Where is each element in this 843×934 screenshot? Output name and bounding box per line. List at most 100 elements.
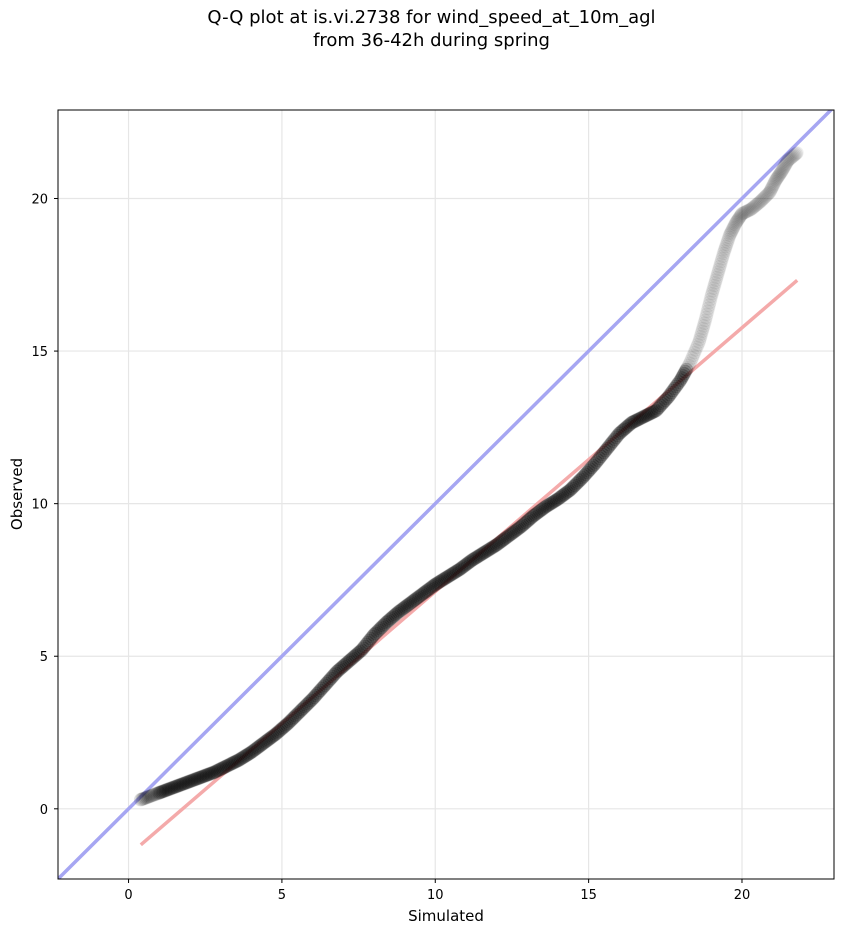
quantile-point xyxy=(532,504,547,519)
quantile-point xyxy=(733,210,747,224)
quantile-point xyxy=(373,621,388,636)
quantile-point xyxy=(653,398,668,413)
quantile-point xyxy=(156,784,171,799)
quantile-point xyxy=(610,428,625,443)
quantile-point xyxy=(277,719,292,734)
quantile-point xyxy=(437,571,452,586)
quantile-point xyxy=(179,775,194,790)
quantile-point xyxy=(241,747,256,762)
quantile-point xyxy=(745,201,759,215)
quantile-point xyxy=(684,354,698,368)
quantile-point xyxy=(573,472,588,487)
quantile-point xyxy=(569,476,584,491)
quantile-point xyxy=(555,488,570,503)
quantile-point xyxy=(546,494,561,509)
quantile-point xyxy=(580,465,595,480)
quantile-point xyxy=(741,204,755,218)
quantile-point xyxy=(765,181,779,195)
quantile-point xyxy=(529,506,544,521)
quantile-point xyxy=(713,260,727,274)
quantile-point xyxy=(207,765,222,780)
quantile-point xyxy=(264,730,279,745)
quantile-point xyxy=(708,276,722,290)
quantile-point xyxy=(386,608,401,623)
quantile-point xyxy=(771,170,785,184)
quantile-point xyxy=(258,735,273,750)
quantile-point xyxy=(517,516,532,531)
quantile-point xyxy=(727,219,741,233)
quantile-point xyxy=(314,681,329,696)
y-tick-label: 20 xyxy=(31,192,48,207)
quantile-point xyxy=(353,644,368,659)
quantile-point xyxy=(383,611,398,626)
quantile-point xyxy=(537,500,552,515)
quantile-point xyxy=(431,575,446,590)
quantile-point xyxy=(776,161,790,175)
quantile-point xyxy=(302,695,317,710)
quantile-point xyxy=(629,413,644,428)
quantile-point xyxy=(477,545,492,560)
quantile-point xyxy=(440,569,455,584)
quantile-point xyxy=(678,364,693,379)
x-tick-label: 20 xyxy=(734,888,751,903)
quantile-point xyxy=(511,521,526,536)
quantile-point xyxy=(787,149,801,163)
quantile-point xyxy=(722,230,736,244)
quantile-point xyxy=(619,419,634,434)
quantile-point xyxy=(316,679,331,694)
quantile-point xyxy=(175,777,190,792)
quantile-point xyxy=(495,533,510,548)
quantile-point xyxy=(270,725,285,740)
quantile-point xyxy=(190,771,205,786)
quantile-point xyxy=(294,702,309,717)
quantile-point xyxy=(718,242,732,256)
quantile-point xyxy=(256,736,271,751)
quantile-point xyxy=(485,540,500,555)
quantile-point xyxy=(624,415,639,430)
quantile-point xyxy=(331,663,346,678)
quantile-point xyxy=(714,257,728,271)
quantile-point xyxy=(472,548,487,563)
quantile-point xyxy=(679,362,694,377)
quantile-point xyxy=(287,710,302,725)
quantile-point xyxy=(307,690,322,705)
quantile-point xyxy=(192,770,207,785)
quantile-point xyxy=(764,182,778,196)
quantile-point xyxy=(319,676,334,691)
quantile-point xyxy=(702,298,716,312)
quantile-point xyxy=(285,711,300,726)
quantile-point xyxy=(346,649,361,664)
x-tick-label: 0 xyxy=(124,888,132,903)
quantile-point xyxy=(518,515,533,530)
quantile-point xyxy=(228,754,243,769)
quantile-point xyxy=(480,543,495,558)
quantile-point xyxy=(155,784,170,799)
plot-frame xyxy=(57,109,835,880)
quantile-point xyxy=(652,400,667,415)
quantile-point xyxy=(317,678,332,693)
quantile-point xyxy=(769,173,783,187)
quantile-point xyxy=(738,205,752,219)
quantile-point xyxy=(673,373,688,388)
quantile-point xyxy=(669,379,684,394)
quantile-point xyxy=(707,281,721,295)
quantile-point xyxy=(185,773,200,788)
quantile-point xyxy=(212,762,227,777)
quantile-point xyxy=(276,720,291,735)
x-tick-label: 10 xyxy=(427,888,444,903)
quantile-point xyxy=(236,750,251,765)
quantile-point xyxy=(691,338,705,352)
quantile-point xyxy=(492,535,507,550)
quantile-point xyxy=(712,262,726,276)
quantile-point xyxy=(621,418,636,433)
quantile-point xyxy=(665,383,680,398)
quantile-point xyxy=(633,411,648,426)
quantile-point xyxy=(615,423,630,438)
quantile-point xyxy=(778,159,792,173)
quantile-point xyxy=(570,475,585,490)
quantile-point xyxy=(704,289,718,303)
quantile-point xyxy=(143,789,158,804)
quantile-point xyxy=(549,493,564,508)
quantile-point xyxy=(784,150,798,164)
quantile-point xyxy=(590,453,605,468)
